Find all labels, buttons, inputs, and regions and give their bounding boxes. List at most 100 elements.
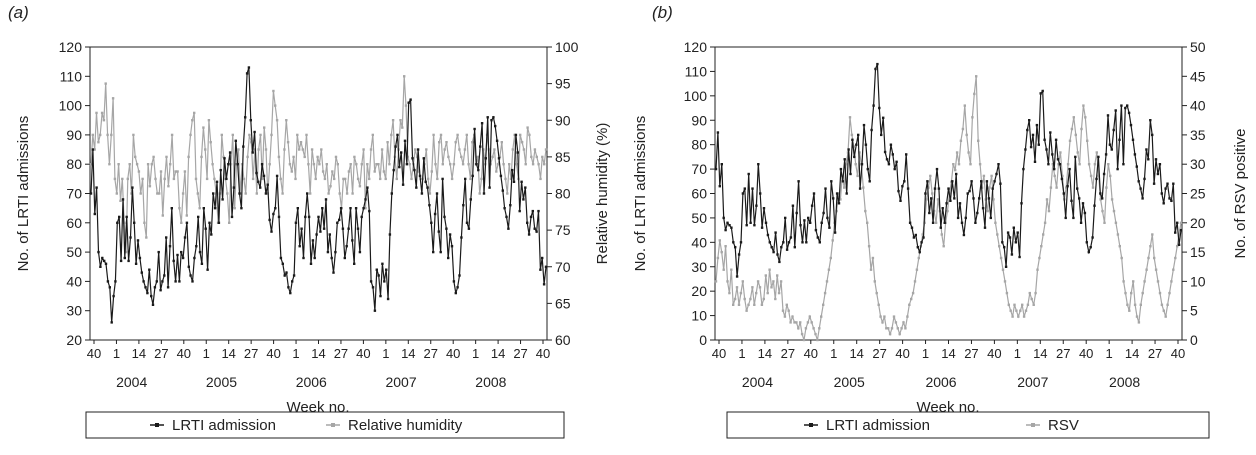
- data-point: [537, 163, 540, 166]
- data-point: [371, 133, 374, 137]
- data-point: [194, 177, 198, 181]
- data-point: [401, 183, 405, 186]
- data-point: [364, 198, 367, 201]
- data-point: [441, 177, 444, 181]
- data-point: [791, 204, 795, 207]
- data-point: [227, 163, 230, 166]
- series-line: [715, 63, 1182, 277]
- data-point: [185, 214, 188, 217]
- data-point: [432, 133, 435, 137]
- data-point: [877, 303, 880, 306]
- data-point: [910, 226, 914, 229]
- data-point: [1001, 241, 1004, 244]
- data-point: [205, 177, 209, 181]
- data-point: [1009, 309, 1012, 312]
- data-point: [206, 268, 209, 271]
- data-point: [732, 303, 735, 306]
- data-point: [978, 197, 981, 200]
- data-point: [934, 221, 938, 224]
- data-point: [102, 119, 106, 122]
- data-point: [200, 262, 204, 265]
- data-point: [279, 177, 282, 181]
- data-point: [176, 253, 179, 257]
- series-line: [90, 76, 547, 253]
- data-point: [1026, 303, 1030, 306]
- data-point: [998, 245, 1001, 248]
- data-point: [1154, 268, 1158, 271]
- data-point: [862, 123, 866, 127]
- data-point: [820, 315, 823, 318]
- data-point: [500, 141, 503, 144]
- x-tick-label: 14: [1125, 346, 1139, 361]
- y-tick-label-right: 95: [555, 76, 571, 92]
- data-point: [542, 283, 546, 286]
- series-relative-humidity: [89, 75, 548, 254]
- data-point: [864, 143, 868, 146]
- data-point: [292, 155, 295, 159]
- data-point: [785, 303, 788, 306]
- data-point: [889, 143, 893, 146]
- data-point: [144, 286, 147, 289]
- data-point: [870, 128, 873, 132]
- data-point: [1083, 211, 1087, 215]
- data-point: [1104, 153, 1108, 156]
- data-point: [362, 148, 365, 151]
- data-point: [509, 204, 512, 207]
- data-point: [1164, 187, 1167, 190]
- y-tick-label-left: 70: [66, 186, 82, 202]
- data-point: [439, 250, 442, 254]
- data-point: [843, 186, 846, 189]
- data-point: [1172, 182, 1175, 185]
- data-point: [762, 297, 765, 301]
- data-point: [526, 221, 529, 224]
- data-point: [155, 280, 158, 283]
- data-point: [1151, 133, 1154, 137]
- data-point: [995, 172, 998, 176]
- year-label: 2007: [385, 374, 416, 390]
- data-point: [405, 163, 409, 166]
- y-tick-label-left: 120: [59, 39, 83, 55]
- data-point: [778, 260, 781, 264]
- data-point: [328, 233, 331, 236]
- data-point: [952, 163, 955, 166]
- data-point: [1139, 303, 1142, 306]
- data-point: [259, 186, 262, 189]
- data-point: [741, 280, 744, 283]
- data-point: [499, 174, 503, 178]
- data-point: [964, 216, 967, 220]
- data-point: [1003, 280, 1007, 283]
- data-point: [154, 177, 157, 181]
- data-point: [274, 207, 277, 210]
- year-label: 2004: [116, 374, 147, 390]
- data-point: [396, 133, 399, 137]
- data-point: [940, 233, 943, 236]
- data-point: [471, 174, 474, 178]
- data-point: [1179, 228, 1183, 232]
- data-point: [1033, 160, 1037, 163]
- data-point: [366, 186, 369, 189]
- data-point: [432, 250, 435, 254]
- data-point: [275, 119, 279, 122]
- data-point: [793, 246, 796, 249]
- y-tick-label-right: 30: [1190, 156, 1206, 172]
- data-point: [202, 126, 205, 129]
- data-point: [136, 239, 140, 242]
- data-point: [800, 332, 804, 336]
- data-point: [158, 192, 161, 195]
- data-point: [138, 256, 142, 260]
- data-point: [1037, 143, 1040, 146]
- data-point: [89, 163, 93, 166]
- legend-swatch-marker: [809, 423, 813, 427]
- data-point: [321, 207, 324, 210]
- data-point: [1003, 246, 1006, 249]
- data-point: [416, 148, 420, 151]
- data-point: [856, 174, 859, 178]
- data-point: [221, 198, 224, 201]
- data-point: [238, 192, 241, 195]
- data-point: [745, 224, 748, 227]
- y-tick-label-left: 50: [691, 210, 707, 226]
- data-point: [151, 303, 155, 306]
- data-point: [768, 268, 771, 271]
- data-point: [166, 286, 170, 289]
